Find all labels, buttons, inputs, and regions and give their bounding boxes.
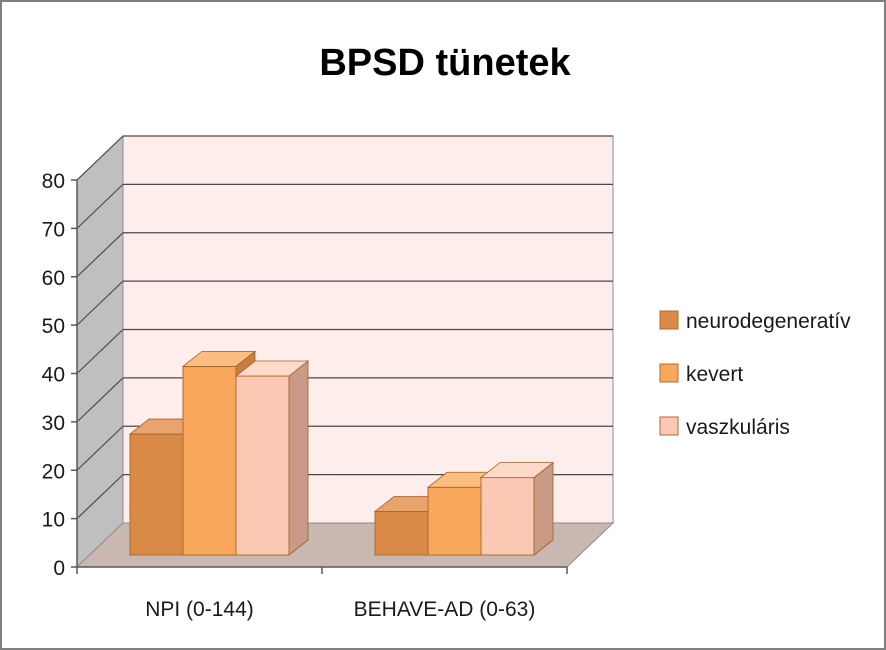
gridline-side (76, 280, 124, 326)
bar-front (480, 477, 535, 556)
bars (128, 350, 555, 556)
x-tick-label: NPI (0-144) (145, 598, 254, 621)
bar-top (234, 360, 310, 377)
y-tick-label: 10 (42, 509, 65, 532)
legend: neurodegeneratív kevert vaszkuláris (659, 310, 851, 439)
bar-top (181, 350, 257, 367)
legend-swatch (659, 416, 679, 436)
legend-label: neurodegeneratív (686, 310, 851, 333)
y-tick-label: 40 (42, 364, 65, 387)
legend-swatch (659, 310, 679, 330)
legend-swatch (659, 363, 679, 383)
legend-label: vaszkuláris (686, 416, 790, 439)
legend-label: kevert (686, 363, 743, 386)
y-tick-label: 80 (42, 170, 65, 193)
y-tick-label: 30 (42, 412, 65, 435)
y-tick-label: 60 (42, 267, 65, 290)
bar (234, 360, 310, 556)
gridline-side (76, 232, 124, 278)
gridline-side (76, 135, 124, 181)
bar-top (479, 462, 555, 479)
x-tick-labels: NPI (0-144) BEHAVE-AD (0-63) (145, 598, 535, 621)
bar (479, 461, 555, 556)
y-tick-label: 0 (53, 557, 65, 580)
bar-front (129, 433, 184, 556)
bar-front (182, 365, 237, 556)
y-tick-label: 70 (42, 218, 65, 241)
x-tick-label: BEHAVE-AD (0-63) (354, 598, 536, 621)
gridline-side (76, 183, 124, 229)
bar-side (288, 360, 309, 556)
gridline-side (76, 425, 124, 471)
bar-front (374, 510, 429, 556)
bar-front (235, 375, 290, 556)
y-tick-label: 50 (42, 315, 65, 338)
chart-title: BPSD tünetek (319, 42, 571, 84)
gridline-side (76, 329, 124, 374)
y-tick-labels: 0 10 20 30 40 50 60 70 80 (42, 170, 65, 580)
bar-side (533, 461, 554, 556)
gridline-side (76, 474, 124, 520)
gridline-side (76, 377, 124, 423)
bar-front (427, 486, 482, 556)
y-tick-label: 20 (42, 460, 65, 483)
axes (71, 179, 568, 574)
